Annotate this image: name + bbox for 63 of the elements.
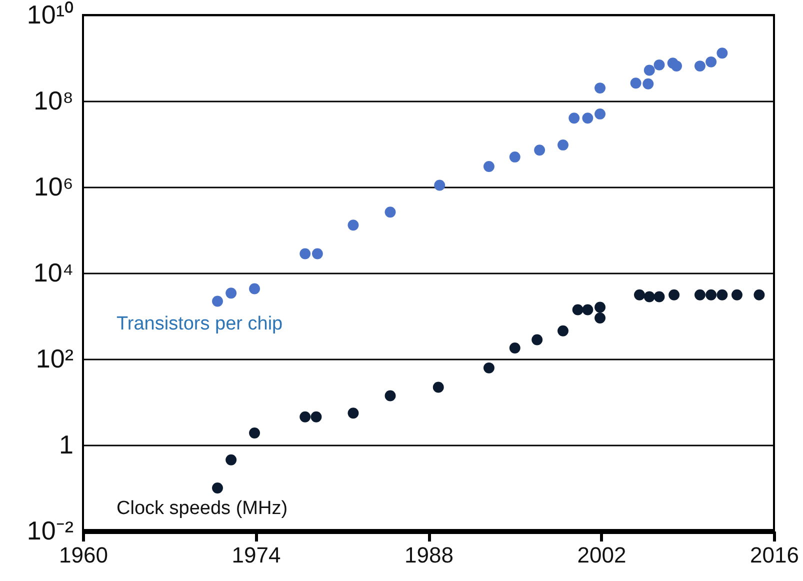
point bbox=[706, 56, 717, 68]
point bbox=[558, 139, 568, 150]
series-label: Transistors per chip bbox=[116, 313, 283, 334]
point bbox=[716, 289, 728, 300]
point bbox=[434, 180, 446, 191]
y-tick-label: 1 bbox=[59, 430, 74, 460]
point bbox=[509, 151, 520, 162]
point bbox=[754, 289, 765, 300]
point bbox=[582, 112, 594, 124]
point bbox=[654, 59, 665, 70]
point bbox=[212, 482, 223, 494]
series-label: Clock speeds (MHz) bbox=[116, 498, 288, 519]
y-tick-label: 10⁻² bbox=[26, 516, 74, 546]
point bbox=[534, 144, 546, 156]
y-tick-label: 10⁴ bbox=[33, 258, 74, 288]
point bbox=[212, 296, 223, 307]
point bbox=[300, 411, 311, 422]
point bbox=[716, 48, 728, 59]
point bbox=[572, 304, 584, 316]
point bbox=[249, 428, 260, 438]
x-tick-label: 1974 bbox=[232, 542, 281, 568]
point bbox=[568, 112, 580, 124]
y-tick-label: 10⁸ bbox=[34, 86, 74, 116]
point bbox=[310, 411, 322, 422]
point bbox=[312, 248, 323, 260]
point bbox=[594, 302, 606, 313]
x-tick-label: 1988 bbox=[404, 542, 454, 568]
point bbox=[594, 82, 606, 94]
point bbox=[654, 291, 665, 302]
point bbox=[226, 288, 237, 299]
point bbox=[483, 362, 494, 374]
point bbox=[706, 289, 717, 300]
point bbox=[300, 248, 311, 260]
point bbox=[671, 60, 682, 72]
point bbox=[348, 220, 359, 231]
y-tick-label: 10⁶ bbox=[34, 172, 74, 202]
x-tick-label: 2002 bbox=[577, 542, 626, 568]
point bbox=[509, 342, 520, 354]
point bbox=[532, 334, 543, 346]
y-tick-label: 10¹⁰ bbox=[26, 0, 74, 30]
point bbox=[630, 78, 642, 89]
point bbox=[226, 454, 237, 466]
point bbox=[384, 206, 396, 218]
point bbox=[668, 289, 680, 300]
point bbox=[694, 60, 706, 72]
point bbox=[594, 312, 606, 324]
point bbox=[348, 408, 359, 419]
x-tick-label: 2016 bbox=[750, 542, 799, 568]
point bbox=[732, 289, 742, 300]
point bbox=[694, 289, 706, 300]
point bbox=[249, 283, 260, 294]
point bbox=[582, 304, 594, 316]
point bbox=[594, 108, 606, 120]
point bbox=[483, 161, 494, 172]
x-tick-label: 1960 bbox=[59, 542, 108, 568]
point bbox=[634, 289, 645, 300]
y-tick-label: 10² bbox=[36, 344, 74, 374]
point bbox=[644, 64, 655, 76]
point bbox=[432, 382, 444, 393]
point bbox=[642, 78, 654, 90]
point bbox=[384, 390, 396, 402]
point bbox=[644, 291, 655, 302]
point bbox=[558, 325, 568, 336]
